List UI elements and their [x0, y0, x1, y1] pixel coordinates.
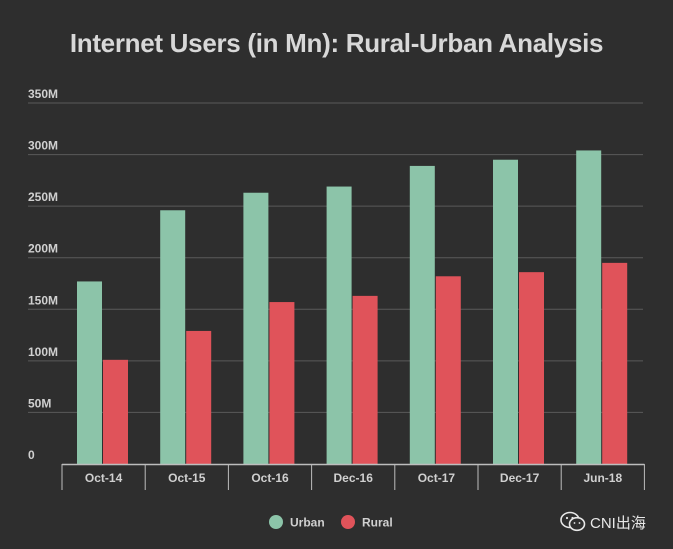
bar-urban	[576, 150, 602, 464]
x-tick-label: Oct-16	[251, 471, 289, 485]
legend: Urban Rural	[269, 515, 393, 530]
y-tick-label: 350M	[28, 87, 58, 101]
x-axis: Oct-14 Oct-15 Oct-16 Dec-16 Oct-17 Dec-17 Jun-…	[61, 463, 645, 490]
y-tick-label: 100M	[28, 345, 58, 359]
bar-urban	[409, 165, 435, 464]
legend-label-rural: Rural	[362, 516, 393, 530]
watermark-text: CNI出海	[590, 514, 646, 532]
y-tick-label: 200M	[28, 242, 58, 256]
bar-urban	[493, 159, 518, 464]
bar-urban	[326, 186, 352, 464]
chart-title: Internet Users (in Mn): Rural-Urban Anal…	[69, 28, 604, 58]
y-tick-label: 50M	[28, 396, 51, 410]
bar-urban	[243, 192, 269, 464]
bar-rural	[186, 330, 212, 464]
x-tick-label: Oct-15	[168, 471, 206, 485]
bar-urban	[160, 210, 186, 464]
grid: 0 50M 100M 150M 200M 250M 300M 350M	[28, 87, 643, 462]
bar-rural	[435, 276, 461, 464]
x-tick-label: Dec-17	[500, 471, 540, 485]
bar-rural	[602, 262, 628, 464]
bar-rural	[352, 295, 378, 464]
x-tick-label: Jun-18	[583, 471, 622, 485]
x-tick-label: Oct-17	[418, 471, 456, 485]
bar-rural	[269, 302, 295, 464]
y-tick-label: 250M	[28, 190, 58, 204]
wechat-icon	[560, 511, 586, 533]
x-tick-label: Dec-16	[334, 471, 374, 485]
legend-label-urban: Urban	[290, 516, 325, 530]
y-tick-label: 150M	[28, 293, 58, 307]
y-tick-label: 300M	[28, 139, 58, 153]
bar-rural	[103, 359, 128, 464]
y-tick-label: 0	[28, 448, 35, 462]
x-tick-label: Oct-14	[85, 471, 123, 485]
legend-swatch-rural	[341, 515, 355, 529]
bar-urban	[77, 281, 102, 464]
bar-rural	[519, 272, 544, 464]
bars	[77, 150, 628, 464]
legend-swatch-urban	[269, 515, 283, 529]
watermark: CNI出海	[560, 510, 646, 534]
